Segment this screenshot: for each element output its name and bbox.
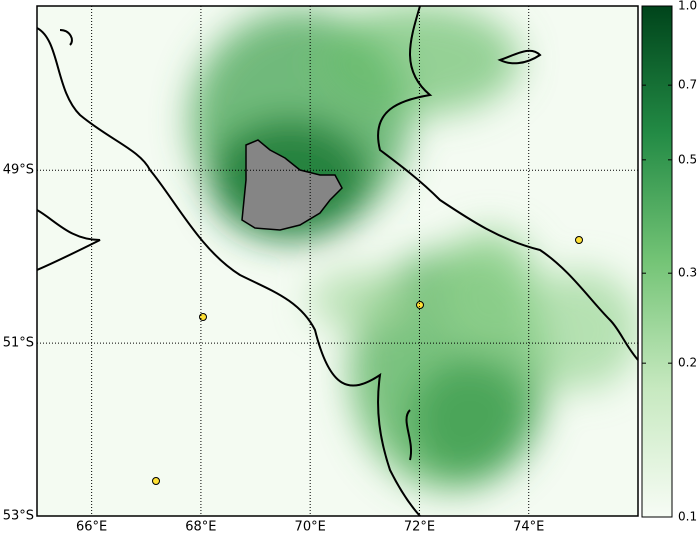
- x-tick-label: 70°E: [295, 520, 326, 535]
- colorbar-tick-label: 0.7: [678, 78, 697, 92]
- colorbar-tick-label: 0.1: [678, 510, 697, 524]
- station: [575, 236, 583, 244]
- x-tick-label: 74°E: [513, 520, 544, 535]
- x-tick-label: 66°E: [76, 520, 107, 535]
- island: [241, 139, 343, 231]
- graticule: [37, 6, 638, 516]
- map-area: [37, 6, 638, 516]
- colorbar-tick-label: 0.5: [678, 152, 697, 166]
- station: [416, 301, 424, 309]
- colorbar-tick-label: 0.3: [678, 266, 697, 280]
- colorbar: 1.0 0.7 0.5 0.3 0.2 0.1: [641, 0, 697, 524]
- map-frame: [36, 5, 639, 517]
- colorbar-tick-label: 1.0: [678, 0, 697, 13]
- coastlines: [37, 6, 638, 516]
- colorbar-tick-label: 0.2: [678, 356, 697, 370]
- stations: [152, 236, 583, 485]
- x-tick-label: 72°E: [404, 520, 435, 535]
- station: [152, 477, 160, 485]
- y-tick-label: 51°S: [3, 336, 34, 351]
- colorbar-scale: [641, 5, 673, 518]
- y-tick-label: 53°S: [3, 509, 34, 524]
- x-tick-label: 68°E: [185, 520, 216, 535]
- y-tick-label: 49°S: [3, 163, 34, 178]
- station: [199, 313, 207, 321]
